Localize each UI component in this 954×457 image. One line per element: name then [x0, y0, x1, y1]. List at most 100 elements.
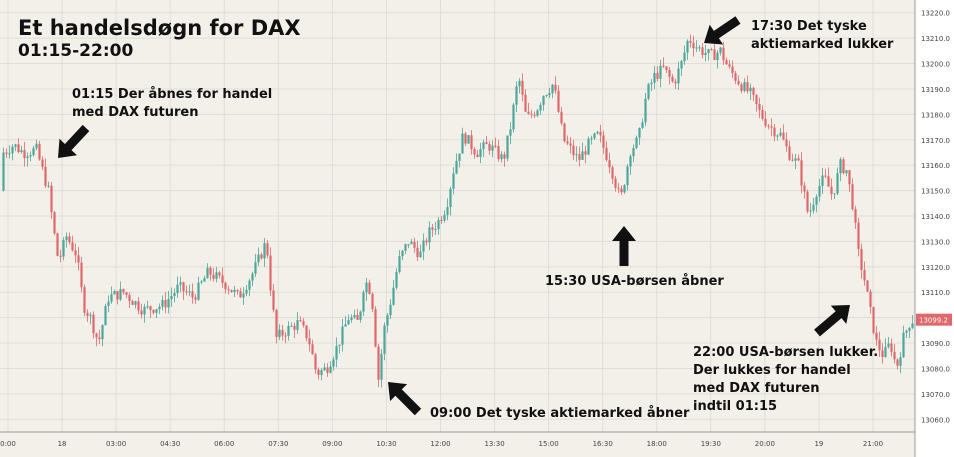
candle-body: [542, 96, 545, 105]
x-tick-label: 21:00: [863, 440, 883, 448]
candle-body: [23, 150, 26, 158]
candle-body: [341, 326, 344, 345]
candle-body: [662, 65, 665, 67]
candle-body: [476, 154, 479, 158]
candle-body: [809, 210, 812, 212]
candle-body: [764, 118, 767, 126]
y-tick-label: 13170.0: [921, 137, 950, 145]
candle-body: [869, 291, 872, 308]
candle-body: [440, 219, 443, 221]
candle-body: [89, 314, 92, 316]
candle-body: [536, 110, 539, 116]
candle-body: [482, 142, 485, 150]
candle-body: [410, 241, 413, 245]
candle-body: [647, 84, 650, 99]
candle-body: [584, 151, 587, 155]
candle-body: [392, 287, 395, 305]
candle-body: [791, 159, 794, 161]
candle-body: [683, 52, 686, 62]
candle-body: [650, 82, 653, 85]
candle-body: [839, 159, 842, 174]
y-tick-label: 13160.0: [921, 162, 950, 170]
candle-body: [425, 240, 428, 243]
candle-body: [242, 293, 245, 298]
x-tick-label: 19:30: [701, 440, 721, 448]
candle-body: [272, 290, 275, 310]
candle-body: [737, 80, 740, 85]
candle-body: [503, 154, 506, 159]
candle-body: [530, 113, 533, 115]
candle-body: [434, 229, 437, 231]
candle-body: [623, 185, 626, 193]
candle-body: [707, 49, 710, 54]
candle-body: [167, 299, 170, 308]
candle-body: [290, 325, 293, 327]
candle-body: [692, 42, 695, 49]
candle-body: [548, 93, 551, 96]
candle-body: [800, 160, 803, 186]
candle-body: [305, 325, 308, 339]
candle-body: [728, 64, 731, 67]
candle-body: [95, 333, 98, 338]
y-tick-label: 13190.0: [921, 86, 950, 94]
candle-body: [884, 346, 887, 357]
candle-body: [110, 294, 113, 302]
candle-body: [188, 291, 191, 293]
candle-body: [161, 300, 164, 307]
candle-body: [689, 40, 692, 43]
candle-body: [557, 90, 560, 112]
candle-body: [236, 290, 239, 292]
y-tick-label: 13180.0: [921, 111, 950, 119]
candle-body: [488, 144, 491, 151]
candle-body: [380, 353, 383, 380]
candle-body: [128, 295, 131, 301]
candle-body: [533, 114, 536, 116]
candle-body: [413, 241, 416, 248]
candle-body: [566, 141, 569, 144]
candle-body: [875, 332, 878, 340]
annotation-line: med DAX futuren: [72, 105, 199, 120]
candle-body: [266, 243, 269, 256]
candle-body: [698, 47, 701, 49]
candle-body: [74, 250, 77, 256]
arrow-us-open: [612, 226, 636, 266]
candle-body: [494, 145, 497, 147]
x-tick-label: 06:00: [214, 440, 234, 448]
arrow-shape: [58, 124, 90, 158]
arrow-shape: [612, 226, 636, 266]
candle-body: [455, 160, 458, 174]
candle-body: [164, 300, 167, 308]
candle-body: [902, 332, 905, 358]
candle-body: [758, 104, 761, 111]
candle-body: [437, 219, 440, 230]
candle-body: [833, 193, 836, 195]
y-tick-label: 13070.0: [921, 391, 950, 399]
candle-body: [44, 166, 47, 186]
candle-body: [50, 185, 53, 213]
y-tick-label: 13060.0: [921, 416, 950, 424]
candle-body: [224, 282, 227, 290]
candle-body: [887, 343, 890, 347]
candle-body: [620, 188, 623, 193]
candle-body: [848, 170, 851, 185]
candle-body: [617, 187, 620, 189]
candle-body: [866, 280, 869, 292]
candle-body: [770, 126, 773, 128]
candle-body: [251, 273, 254, 281]
candle-body: [407, 244, 410, 246]
candle-body: [113, 291, 116, 295]
candle-body: [599, 131, 602, 136]
candle-body: [356, 314, 359, 320]
candle-body: [860, 248, 863, 270]
candle-body: [296, 320, 299, 330]
candle-body: [812, 204, 815, 211]
x-tick-label: 20:00: [755, 440, 775, 448]
annotation-line: 01:15 Der åbnes for handel: [72, 87, 273, 102]
y-tick-label: 13090.0: [921, 340, 950, 348]
candle-body: [824, 175, 827, 177]
candle-body: [539, 104, 542, 111]
annotation-line: med DAX futuren: [693, 381, 820, 396]
candle-body: [644, 98, 647, 123]
candle-body: [518, 80, 521, 87]
